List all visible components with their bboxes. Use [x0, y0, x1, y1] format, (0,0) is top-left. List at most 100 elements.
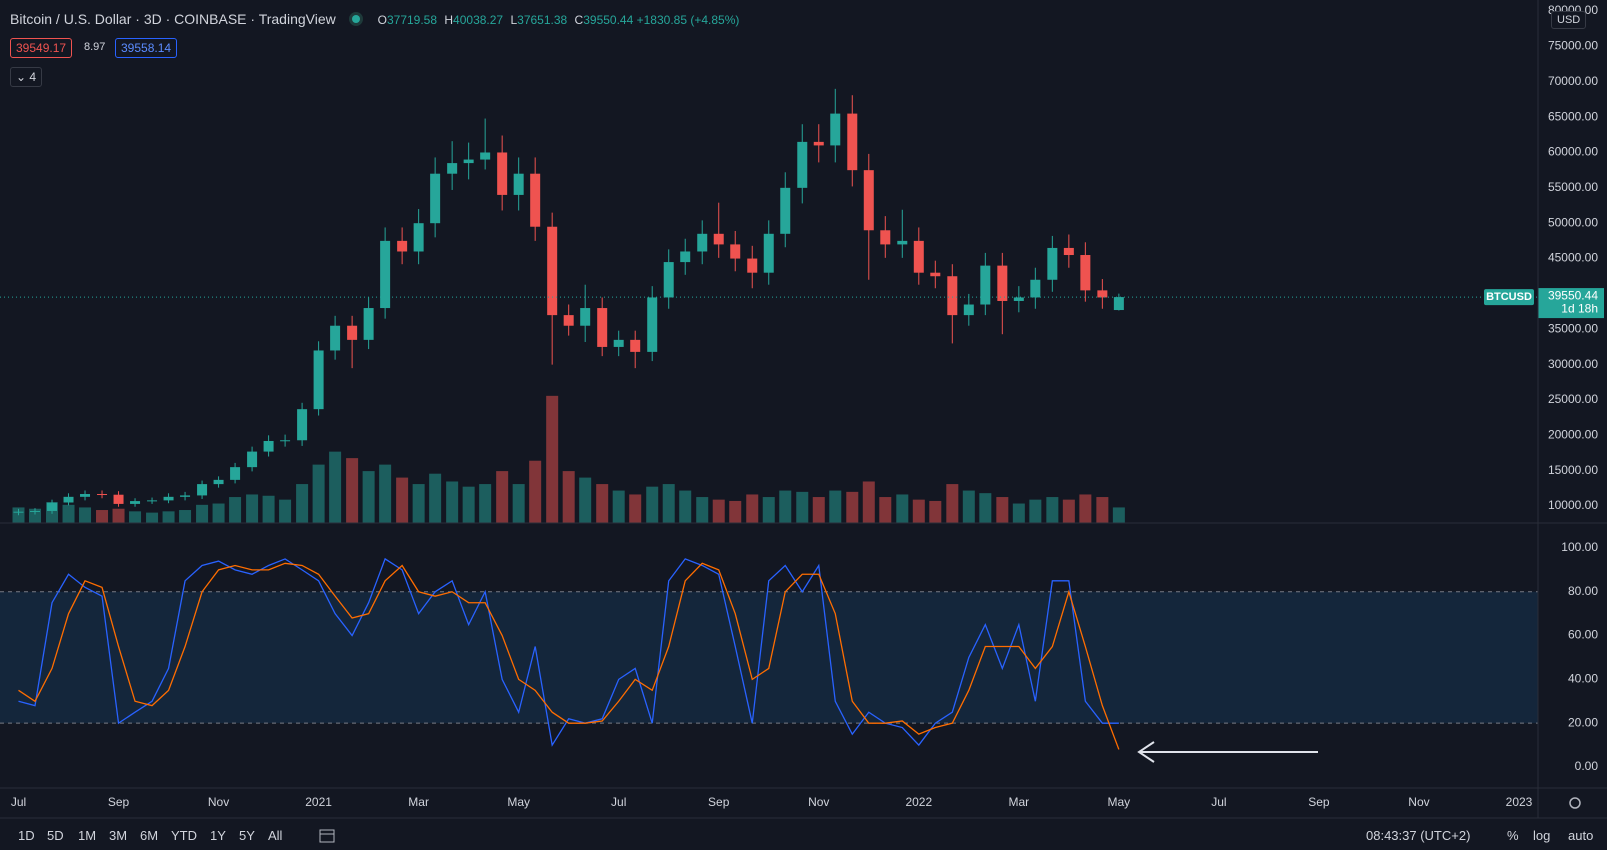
- candle-body: [863, 170, 874, 231]
- volume-bar: [396, 477, 409, 523]
- y-tick-label: 15000.00: [1548, 463, 1598, 477]
- ohlc-label: C: [574, 13, 584, 27]
- candle-body: [680, 251, 691, 263]
- volume-bar: [179, 510, 192, 523]
- volume-bar: [412, 484, 425, 523]
- candle-body: [663, 262, 674, 298]
- candle-body: [130, 501, 141, 504]
- volume-bar: [746, 494, 759, 523]
- oscillator-line: [18, 557, 1119, 747]
- volume-bar: [962, 490, 975, 523]
- range-button[interactable]: 5D: [47, 828, 64, 843]
- candle-body: [830, 113, 841, 146]
- candle-body: [1063, 247, 1074, 256]
- auto-toggle[interactable]: auto: [1568, 828, 1594, 843]
- candle-body: [713, 233, 724, 245]
- sell-button[interactable]: 39549.17: [10, 38, 73, 58]
- x-tick-label: May: [1108, 795, 1131, 809]
- volume-bar: [979, 493, 992, 523]
- volume-bar: [996, 497, 1009, 523]
- candle-body: [847, 113, 858, 171]
- candle-body: [580, 308, 591, 326]
- calendar-icon[interactable]: [319, 829, 335, 843]
- candle-body: [363, 308, 374, 340]
- percent-toggle[interactable]: %: [1507, 828, 1519, 843]
- currency-select[interactable]: USD: [1551, 11, 1587, 29]
- volume-bar: [446, 481, 459, 523]
- x-tick-label: Mar: [408, 795, 429, 809]
- candle-body: [230, 467, 241, 480]
- volume-bar: [762, 497, 775, 523]
- x-tick-label: Sep: [1308, 795, 1330, 809]
- candle-body: [897, 240, 908, 245]
- change: +1830.85 (+4.85%): [636, 13, 740, 27]
- buy-button[interactable]: 39558.14: [115, 38, 178, 58]
- x-tick-label: Nov: [808, 795, 829, 809]
- candle-body: [997, 265, 1008, 301]
- volume-bar: [62, 504, 75, 523]
- volume-bar: [462, 486, 475, 523]
- range-button[interactable]: YTD: [171, 828, 197, 843]
- volume-bar: [262, 495, 275, 523]
- volume-bar: [96, 510, 109, 523]
- candle-body: [1047, 247, 1058, 280]
- volume-bar: [862, 481, 875, 523]
- range-button[interactable]: All: [268, 828, 283, 843]
- candle-body: [647, 297, 658, 352]
- volume-bar: [579, 477, 592, 523]
- candle-body: [213, 479, 224, 485]
- volume-bar: [146, 512, 159, 523]
- volume-bar: [546, 395, 559, 523]
- candle-body: [913, 240, 924, 273]
- volume-bar: [329, 451, 342, 523]
- volume-bar: [512, 484, 525, 523]
- candle-body: [397, 240, 408, 252]
- candle-body: [813, 141, 824, 146]
- range-button[interactable]: 3M: [109, 828, 128, 843]
- candle-body: [30, 510, 41, 512]
- ohlc-value: 39550.44: [583, 13, 634, 27]
- candle-body: [797, 141, 808, 188]
- candle-body: [80, 494, 91, 497]
- candle-body: [330, 325, 341, 351]
- symbol-title: Bitcoin / U.S. Dollar · 3D · COINBASE · …: [10, 11, 336, 27]
- y-tick-label: 55000.00: [1548, 180, 1598, 194]
- chevron: ⌄: [16, 70, 30, 84]
- indicators-toggle[interactable]: ⌄ 4: [10, 67, 43, 87]
- y-tick-label: 100.00: [1561, 540, 1598, 554]
- range-button[interactable]: 5Y: [239, 828, 255, 843]
- settings-icon[interactable]: [1569, 797, 1581, 809]
- range-button[interactable]: 1D: [18, 828, 35, 843]
- candle-body: [947, 276, 958, 316]
- log-toggle[interactable]: log: [1533, 828, 1551, 843]
- volume-bar: [529, 460, 542, 523]
- candle-body: [297, 409, 308, 441]
- candle-body: [1113, 297, 1124, 311]
- candle-body: [697, 233, 708, 252]
- candle-body: [380, 240, 391, 309]
- y-tick-label: 25000.00: [1548, 392, 1598, 406]
- candle-body: [413, 223, 424, 252]
- ohlc-value: 40038.27: [453, 13, 504, 27]
- candle-body: [347, 325, 358, 340]
- volume-bar: [946, 484, 959, 523]
- candle-body: [763, 233, 774, 273]
- candle-body: [463, 159, 474, 164]
- candle-body: [430, 173, 441, 224]
- x-tick-label: 2022: [905, 795, 932, 809]
- y-tick-label: 45000.00: [1548, 251, 1598, 265]
- range-button[interactable]: 6M: [140, 828, 159, 843]
- candle-body: [1013, 297, 1024, 301]
- candle-body: [147, 500, 158, 502]
- y-tick-label: 50000.00: [1548, 215, 1598, 229]
- range-button[interactable]: 1Y: [210, 828, 226, 843]
- volume-bar: [229, 497, 242, 523]
- candle-body: [497, 152, 508, 195]
- volume-bar: [729, 500, 742, 523]
- candle-body: [730, 244, 741, 259]
- volume-bar: [1112, 507, 1125, 523]
- range-button[interactable]: 1M: [78, 828, 97, 843]
- candle-body: [1097, 290, 1108, 298]
- ohlc-label: L: [510, 13, 518, 27]
- symbol-tag: BTCUSD: [1486, 291, 1532, 303]
